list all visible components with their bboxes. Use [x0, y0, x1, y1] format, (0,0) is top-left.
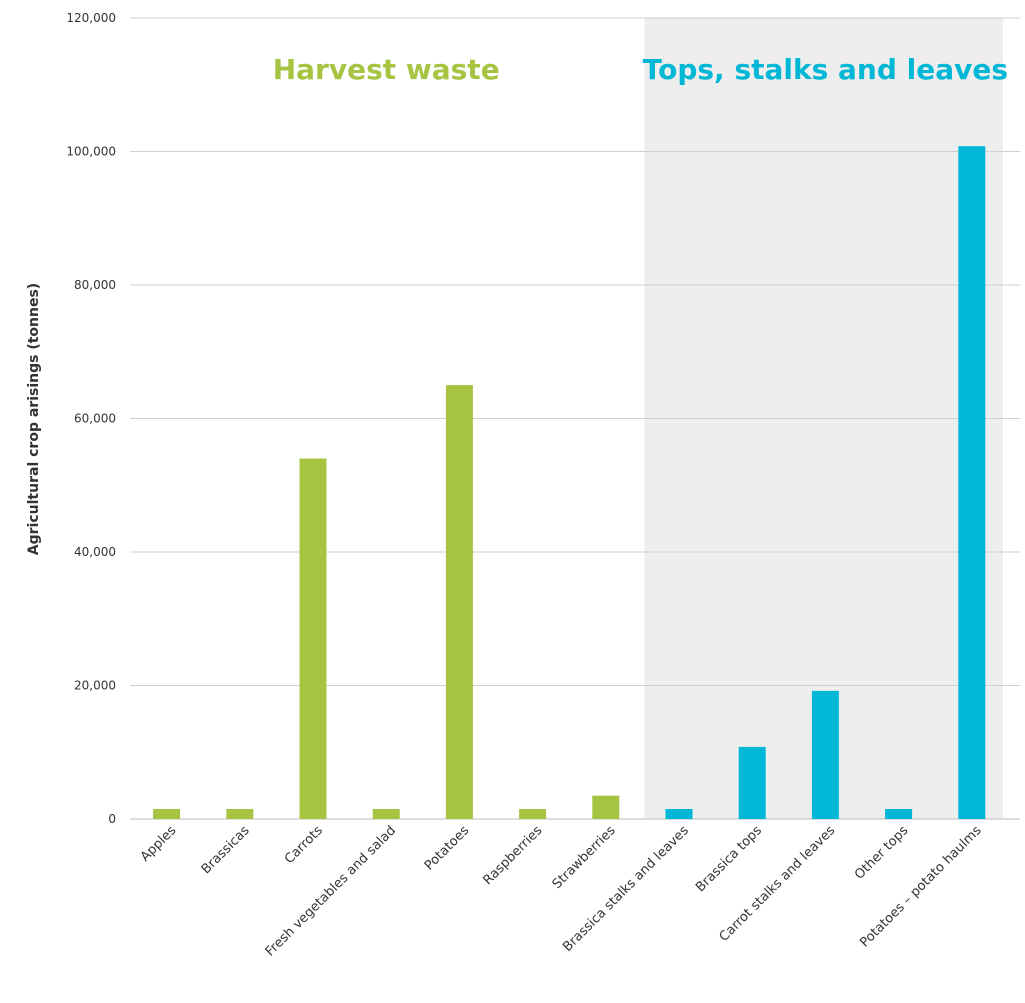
y-tick-label: 20,000	[74, 679, 116, 693]
x-tick-label: Potatoes – potato haulms	[857, 823, 984, 950]
x-tick-label: Fresh vegetables and salad	[263, 823, 399, 959]
bar	[299, 458, 327, 819]
y-tick-label: 100,000	[66, 145, 116, 159]
bars	[153, 146, 986, 819]
x-tick-label: Carrots	[282, 823, 326, 867]
bar	[592, 795, 620, 819]
x-tick-label: Apples	[138, 823, 180, 865]
y-tick-label: 60,000	[74, 412, 116, 426]
bar	[445, 385, 473, 819]
bar	[738, 746, 766, 819]
x-tick-label: Other tops	[852, 823, 912, 883]
bar	[153, 808, 181, 819]
y-tick-label: 120,000	[66, 11, 116, 25]
bar	[665, 808, 693, 819]
x-tick-label: Raspberries	[480, 823, 545, 888]
x-tick-label: Carrot stalks and leaves	[717, 823, 839, 945]
group-title-0: Harvest waste	[273, 53, 500, 86]
x-tick-label: Brassicas	[199, 823, 253, 877]
bar	[519, 808, 547, 819]
x-tick-label: Strawberries	[550, 823, 619, 892]
y-tick-label: 0	[108, 812, 116, 826]
x-tick-label: Brassica tops	[693, 823, 765, 895]
bar	[885, 808, 913, 819]
y-tick-label: 40,000	[74, 545, 116, 559]
group-titles: Harvest waste Tops, stalks and leaves	[273, 53, 1008, 86]
x-tick-label: Brassica stalks and leaves	[560, 823, 692, 955]
bar	[372, 808, 400, 819]
y-axis-label: Agricultural crop arisings (tonnes)	[26, 283, 42, 555]
x-tick-label: Potatoes	[422, 823, 473, 874]
gridlines	[130, 17, 1020, 820]
bar	[811, 690, 839, 819]
bar	[226, 808, 254, 819]
bar	[958, 146, 986, 819]
y-tick-label: 80,000	[74, 278, 116, 292]
group-title-1: Tops, stalks and leaves	[643, 53, 1008, 86]
y-axis-tick-labels: 0 20,000 40,000 60,000 80,000 100,000 120,000	[66, 11, 116, 826]
